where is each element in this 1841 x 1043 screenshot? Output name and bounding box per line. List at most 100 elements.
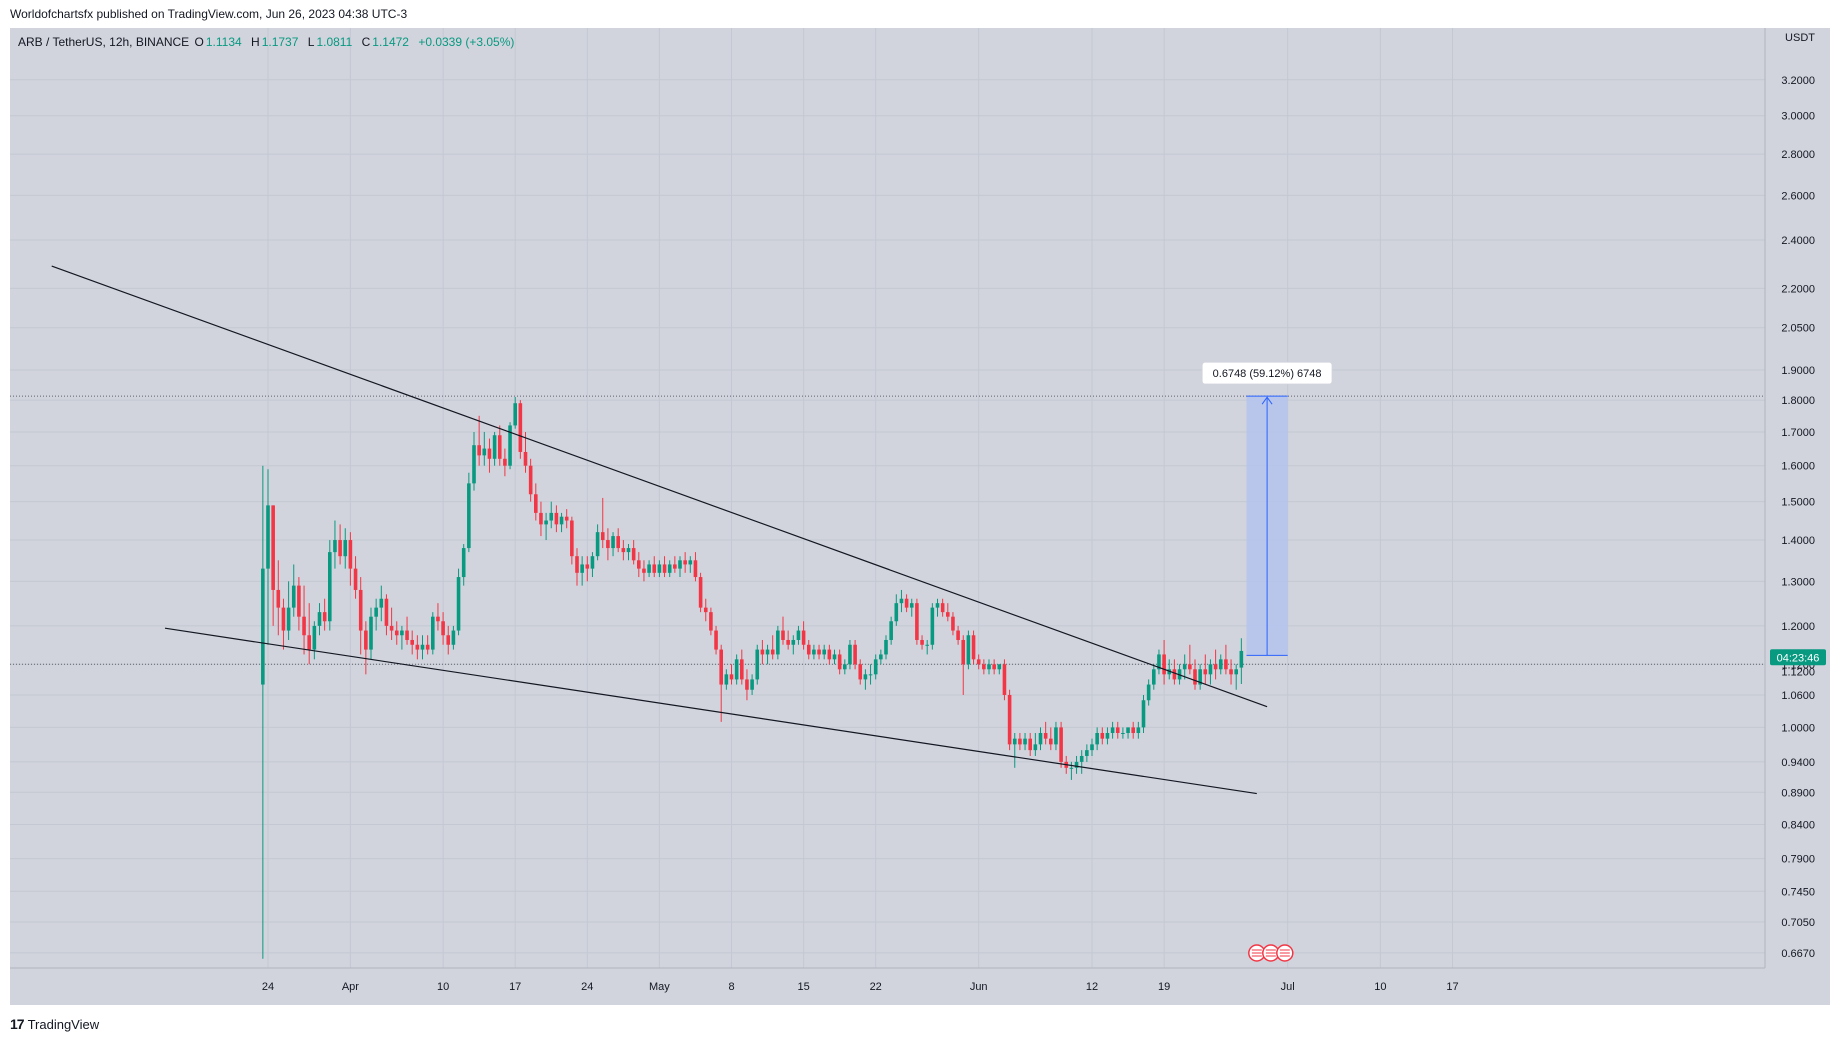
candle[interactable] <box>343 528 348 569</box>
candle[interactable] <box>765 644 770 665</box>
candle[interactable] <box>1172 659 1177 685</box>
candle[interactable] <box>271 505 275 626</box>
candle[interactable] <box>549 501 554 529</box>
candle[interactable] <box>1018 733 1022 751</box>
candle[interactable] <box>796 625 801 645</box>
candle[interactable] <box>1012 733 1017 768</box>
candle[interactable] <box>899 589 904 613</box>
candle[interactable] <box>992 659 996 675</box>
candle[interactable] <box>915 598 919 645</box>
candle[interactable] <box>1054 721 1058 751</box>
candle[interactable] <box>848 639 852 670</box>
candle[interactable] <box>595 524 600 561</box>
candle[interactable] <box>1090 738 1094 756</box>
candle[interactable] <box>425 635 430 655</box>
candle[interactable] <box>1074 755 1079 774</box>
candle[interactable] <box>297 577 301 631</box>
candle[interactable] <box>523 431 528 473</box>
candle[interactable] <box>436 603 440 631</box>
candle[interactable] <box>1100 727 1105 745</box>
candle[interactable] <box>307 603 311 665</box>
candle[interactable] <box>513 397 517 429</box>
candle[interactable] <box>374 598 378 631</box>
candle[interactable] <box>879 649 883 665</box>
candle[interactable] <box>631 540 636 565</box>
candle[interactable] <box>678 556 682 578</box>
candle[interactable] <box>1213 649 1218 680</box>
candle[interactable] <box>1224 644 1228 675</box>
candle[interactable] <box>843 659 847 675</box>
candle[interactable] <box>559 512 564 533</box>
candle[interactable] <box>400 625 404 650</box>
candle[interactable] <box>961 635 966 695</box>
candle[interactable] <box>976 654 981 670</box>
candle[interactable] <box>956 625 960 645</box>
candle[interactable] <box>935 598 940 617</box>
candle[interactable] <box>786 630 790 650</box>
candle[interactable] <box>1002 659 1007 701</box>
candle[interactable] <box>353 556 358 599</box>
candle[interactable] <box>837 649 842 675</box>
candle[interactable] <box>1136 721 1141 739</box>
candle[interactable] <box>477 415 481 466</box>
candle[interactable] <box>364 621 368 675</box>
candle[interactable] <box>1234 664 1238 690</box>
candle[interactable] <box>776 625 780 660</box>
candle[interactable] <box>729 664 734 685</box>
candle[interactable] <box>472 431 476 491</box>
candle[interactable] <box>1152 664 1156 690</box>
candle[interactable] <box>369 607 373 660</box>
candle[interactable] <box>770 635 775 660</box>
candle[interactable] <box>1239 638 1244 684</box>
candle[interactable] <box>853 639 857 670</box>
candle[interactable] <box>1121 727 1125 739</box>
candle[interactable] <box>446 625 451 655</box>
candle[interactable] <box>544 512 548 541</box>
upper-trendline[interactable] <box>51 265 1268 708</box>
candle[interactable] <box>394 621 399 645</box>
candle[interactable] <box>281 598 286 650</box>
candle[interactable] <box>750 674 754 695</box>
candle[interactable] <box>1028 733 1032 756</box>
candle[interactable] <box>1049 727 1053 751</box>
candle[interactable] <box>564 509 569 529</box>
candle[interactable] <box>1203 654 1208 685</box>
candle[interactable] <box>1079 750 1084 774</box>
candle[interactable] <box>333 520 337 569</box>
candle[interactable] <box>683 552 687 573</box>
candle[interactable] <box>1126 727 1130 739</box>
candle[interactable] <box>441 612 445 645</box>
candle[interactable] <box>606 528 610 561</box>
candle[interactable] <box>657 560 662 578</box>
candle[interactable] <box>940 598 945 617</box>
candle[interactable] <box>987 659 991 675</box>
candle[interactable] <box>1033 733 1038 756</box>
candle[interactable] <box>384 594 389 636</box>
candle[interactable] <box>1141 694 1146 734</box>
candle[interactable] <box>600 497 605 549</box>
candle[interactable] <box>1059 721 1063 768</box>
candle[interactable] <box>379 585 384 622</box>
candle[interactable] <box>1193 659 1197 690</box>
candle[interactable] <box>1131 721 1135 739</box>
candle[interactable] <box>261 465 265 959</box>
candle[interactable] <box>946 603 950 622</box>
candle[interactable] <box>709 607 713 636</box>
candle[interactable] <box>1162 639 1166 685</box>
candle[interactable] <box>688 556 693 573</box>
candle[interactable] <box>539 501 543 537</box>
candle[interactable] <box>590 552 595 578</box>
candle[interactable] <box>1105 727 1110 745</box>
candle[interactable] <box>1069 761 1074 780</box>
candle[interactable] <box>534 483 538 521</box>
candle[interactable] <box>951 612 955 636</box>
candle[interactable] <box>585 556 590 582</box>
candle[interactable] <box>801 621 806 650</box>
candle[interactable] <box>1188 644 1192 675</box>
candle[interactable] <box>637 552 641 578</box>
candle[interactable] <box>518 400 523 459</box>
tradingview-branding[interactable]: 17 TradingView <box>10 1016 99 1032</box>
lower-trendline[interactable] <box>164 627 1257 795</box>
candle[interactable] <box>616 528 620 553</box>
candle[interactable] <box>312 621 317 660</box>
